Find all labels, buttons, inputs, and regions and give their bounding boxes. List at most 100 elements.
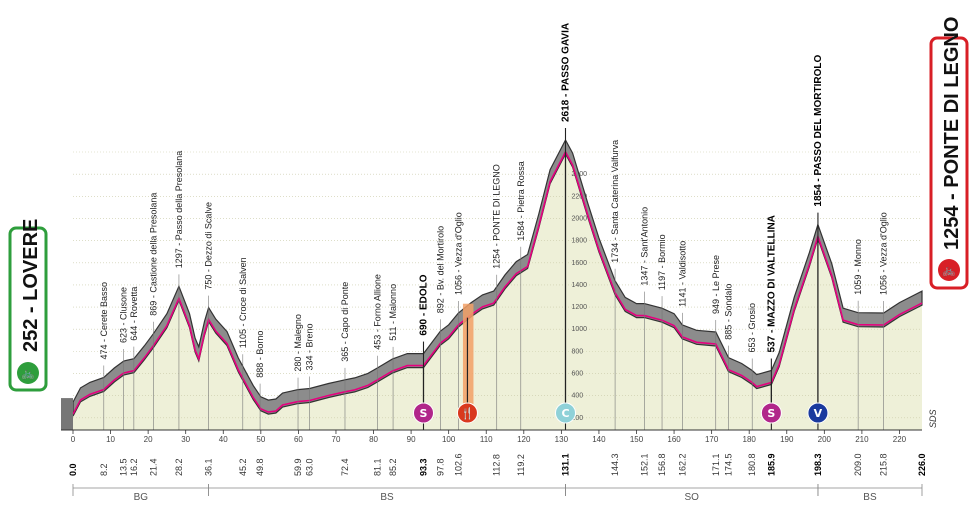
x-tick-label: 0 [71,435,76,444]
km-label: 102.6 [453,453,463,476]
marker-label: S [420,407,428,420]
km-label: 144.3 [610,453,620,476]
altitude-tick: 2000 [571,215,587,222]
start-box: 🚲 252 - LOVERE [8,219,48,392]
altitude-tick: 600 [571,371,583,378]
location-label: 1347 - Sant'Antonio [639,207,649,286]
svg-text:🚲: 🚲 [21,367,35,380]
altitude-tick: 400 [571,393,583,400]
altitude-tick: 800 [571,348,583,355]
x-tick-label: 30 [181,435,190,444]
x-tick-label: 180 [743,435,757,444]
region-label: BS [863,492,877,503]
altitude-grid: 200 400 600 800 1000 1200 1400 1600 1800 2000 2200… [73,151,922,422]
km-labels: 0.0 8.2 13.5 16.2 21.4 28.2 36.1 45.2 49.8 59.9 63… [68,453,927,476]
profile-ribbon [72,138,923,417]
km-label: 28.2 [174,458,184,476]
sprint-marker-icon [760,402,782,424]
x-tick-label: 130 [555,435,569,444]
altitude-tick: 2200 [571,193,587,200]
location-label: 869 - Castione della Presolana [148,193,158,316]
climb-marker-icon [554,402,576,424]
location-label: 474 - Cerete Basso [99,282,109,360]
km-label: 97.8 [435,458,445,476]
location-label: 750 - Dezzo di Scalve [204,202,214,290]
location-label: 1854 - PASSO DEL MORTIROLO [813,54,824,206]
feed-zone-band [462,303,474,408]
plot-background [73,150,922,430]
x-tick-label: 80 [369,435,378,444]
km-label: 0.0 [68,463,78,476]
distance-axis: 0 10 20 30 40 50 60 70 80 90 100 110 120 130 140 150 160… [61,429,922,444]
province-regions: BG BS SO BS [72,484,923,503]
location-label: 1105 - Croce di Salven [238,257,248,348]
stage-markers: S 🍴 C S V [412,152,829,424]
km-label: 63.0 [305,458,315,476]
marker-label: V [814,407,823,420]
km-label: 209.0 [853,453,863,476]
bike-icon [17,362,39,384]
km-label: 21.4 [148,458,158,476]
gpm-marker-icon [807,402,829,424]
km-label: 8.2 [99,463,109,476]
km-label: 85.2 [388,458,398,476]
km-label: 45.2 [238,458,248,476]
location-label: 511 - Malonno [388,284,398,341]
finish-box: 🚲 1254 - PONTE DI LEGNO [929,17,969,290]
km-label: 174.5 [724,453,734,476]
location-label: 1734 - Santa Caterina Valfurva [610,140,620,263]
km-label: 198.3 [813,453,823,476]
location-label: 644 - Rovetta [129,287,139,341]
km-label: 36.1 [204,458,214,476]
km-label: 152.1 [639,453,649,476]
location-label: 334 - Breno [305,323,315,370]
x-tick-label: 150 [630,435,644,444]
location-label: 1584 - Pietra Rossa [516,161,526,241]
km-label: 13.5 [119,458,129,476]
region-label: SO [684,492,699,503]
location-label: 453 - Forno Allione [373,274,383,350]
location-label: 1197 - Bormio [657,234,667,290]
location-label: 885 - Sondalo [724,284,734,340]
km-label: 93.3 [419,458,429,476]
altitude-tick: 1800 [571,238,587,245]
location-label: 1059 - Monno [853,239,863,295]
region-label: BG [134,492,149,503]
x-tick-label: 10 [106,435,115,444]
sds-logo: SDS [928,409,938,428]
svg-text:🚲: 🚲 [942,264,956,277]
feed-zone [462,303,474,408]
altitude-tick: 1000 [571,326,587,333]
start-wall [61,398,73,430]
finish-label: 1254 - PONTE DI LEGNO [941,17,963,250]
km-label: 81.1 [373,458,383,476]
sprint-marker-icon [412,402,434,424]
location-label: 690 - EDOLO [419,274,430,335]
location-label: 1297 - Passo della Presolana [174,151,184,269]
km-label: 171.1 [711,453,721,476]
km-label: 16.2 [129,458,139,476]
altitude-tick: 1400 [571,282,587,289]
x-tick-label: 190 [780,435,794,444]
x-tick-label: 100 [442,435,456,444]
km-label: 226.0 [917,453,927,476]
marker-label: S [767,407,775,420]
km-label: 180.8 [747,453,757,476]
x-tick-label: 110 [480,435,493,444]
km-label: 185.9 [766,453,776,476]
x-tick-label: 120 [517,435,531,444]
km-label: 72.4 [340,458,350,476]
location-label: 949 - Le Prese [711,255,721,314]
km-label: 119.2 [516,454,526,476]
location-label: 2618 - PASSO GAVIA [561,23,572,122]
x-tick-label: 220 [893,435,907,444]
location-label: 1056 - Vezza d'Oglio [879,212,889,295]
x-tick-label: 170 [705,435,719,444]
location-label: 1254 - PONTE DI LEGNO [492,164,502,269]
location-label: 653 - Grosio [747,303,757,353]
plain-area [73,150,922,430]
x-tick-label: 20 [144,435,153,444]
x-tick-label: 50 [256,435,265,444]
altitude-tick: 200 [571,415,583,422]
